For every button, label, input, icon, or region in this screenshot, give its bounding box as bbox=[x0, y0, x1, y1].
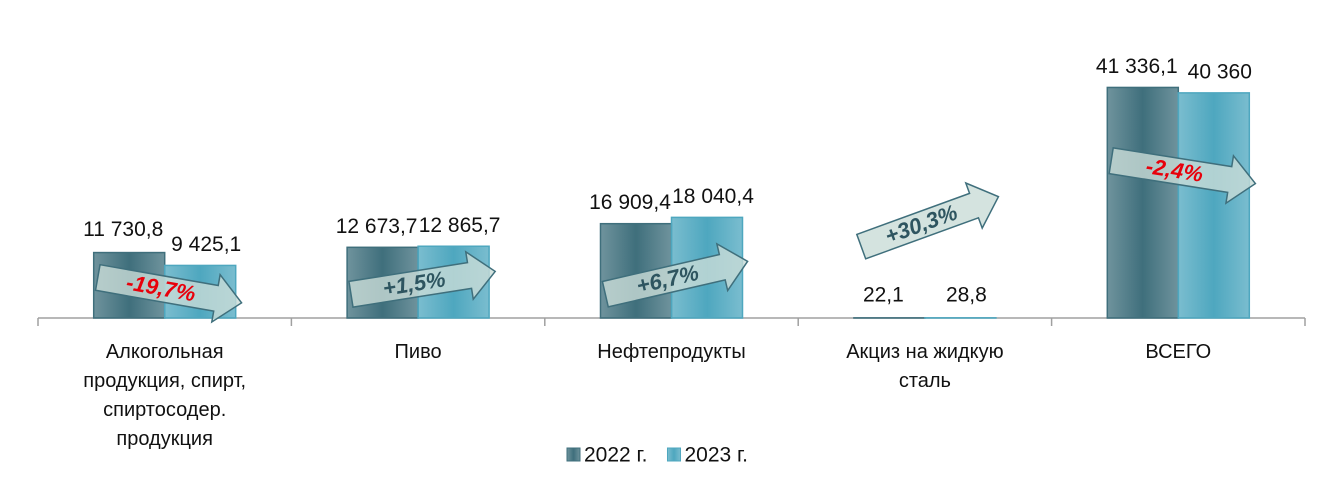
annotation-arrow: +30,3% bbox=[855, 181, 1000, 260]
data-label: 12 865,7 bbox=[419, 214, 501, 237]
data-label: 12 673,7 bbox=[336, 215, 418, 238]
x-tick-label: Пиво bbox=[394, 341, 442, 363]
legend-label: 2023 г. bbox=[684, 444, 747, 467]
data-label: 22,1 bbox=[863, 284, 904, 307]
data-label: 28,8 bbox=[946, 284, 987, 307]
data-label: 9 425,1 bbox=[171, 233, 241, 256]
annotation: +30,3% bbox=[882, 199, 961, 248]
data-label: 11 730,8 bbox=[83, 218, 163, 241]
arrow-shape bbox=[855, 181, 1000, 260]
arrow-shape bbox=[601, 242, 749, 308]
x-tick-label: Нефтепродукты bbox=[597, 341, 746, 363]
data-label: 18 040,4 bbox=[672, 185, 754, 208]
x-tick-label: Алкогольная продукция, спирт, спиртосоде… bbox=[83, 341, 247, 450]
legend-swatch bbox=[666, 447, 681, 462]
annotation-arrow: +6,7% bbox=[601, 242, 749, 308]
arrow-shape bbox=[94, 263, 243, 324]
arrow-shape bbox=[1108, 147, 1257, 205]
data-label: 41 336,1 bbox=[1096, 55, 1178, 78]
annotation-arrow: -2,4% bbox=[1108, 147, 1257, 205]
data-label: 40 360 bbox=[1188, 60, 1252, 83]
bar bbox=[1106, 86, 1180, 319]
legend-label: 2022 г. bbox=[584, 444, 647, 467]
x-tick-label: Акциз на жидкую сталь bbox=[846, 341, 1004, 392]
legend-swatch bbox=[566, 447, 581, 462]
arrow-shape bbox=[348, 250, 497, 308]
data-label: 16 909,4 bbox=[589, 191, 671, 214]
x-tick-label: ВСЕГО bbox=[1145, 341, 1212, 363]
bar bbox=[1177, 92, 1251, 319]
